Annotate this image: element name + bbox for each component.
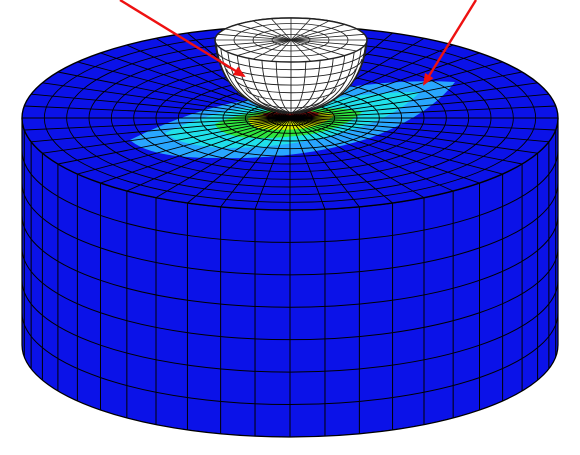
side-mesh-ring <box>22 215 558 308</box>
top-mesh-spoke <box>24 105 291 119</box>
top-mesh-spoke <box>289 117 556 131</box>
left-arrow <box>119 0 246 78</box>
top-mesh-spoke <box>289 117 523 165</box>
spherical-indenter <box>214 17 368 114</box>
dome-mesh-latitude <box>245 87 337 101</box>
top-mesh-spoke <box>31 93 291 119</box>
annotation-arrows <box>119 0 478 86</box>
top-mesh-spoke <box>220 117 291 208</box>
top-mesh-spoke <box>289 117 503 175</box>
top-mesh-spoke <box>77 61 291 119</box>
top-mesh-spoke <box>289 117 326 210</box>
side-mesh-ring <box>22 150 558 243</box>
top-mesh-spoke <box>57 71 291 119</box>
top-mesh-spoke <box>100 117 291 184</box>
top-mesh-spoke <box>254 117 291 210</box>
top-mesh-spoke <box>289 117 549 143</box>
top-mesh-spoke <box>126 117 291 192</box>
top-mesh-spoke <box>100 52 291 119</box>
cap-mesh-ring <box>271 34 311 46</box>
top-mesh-spoke <box>289 52 480 119</box>
side-mesh-ring <box>22 247 558 341</box>
top-mesh-spoke <box>289 117 480 184</box>
side-mesh-ring <box>22 312 558 406</box>
dome-mesh-meridian <box>290 61 307 113</box>
dome-mesh-latitude <box>234 78 348 94</box>
cap-mesh-ring <box>252 28 330 52</box>
top-mesh-spoke <box>289 117 454 192</box>
top-mesh-spoke <box>42 82 291 119</box>
top-mesh-spoke <box>289 117 393 204</box>
top-mesh-spoke <box>289 82 538 119</box>
top-mesh-spoke <box>289 71 523 119</box>
cylinder-side-mesh <box>22 118 558 437</box>
cap-mesh-ring <box>233 23 349 57</box>
dome-mesh-meridian <box>290 55 346 113</box>
top-mesh-spoke <box>31 117 291 143</box>
dome-mesh-latitude <box>257 97 325 109</box>
indenter-dome-mesh <box>215 39 367 113</box>
indenter-cap-mesh <box>215 18 367 62</box>
dome-mesh-latitude <box>215 49 367 71</box>
top-mesh-spoke <box>289 93 549 119</box>
cylinder-top <box>21 25 559 211</box>
top-mesh-spoke <box>289 61 503 119</box>
top-mesh-spoke <box>24 117 291 131</box>
dome-mesh-meridian <box>275 61 292 113</box>
top-mesh-spoke <box>289 105 556 119</box>
top-mesh-spoke <box>77 117 291 175</box>
top-mesh-spoke <box>289 117 360 208</box>
side-mesh-ring <box>22 280 558 373</box>
side-mesh-ring <box>22 182 558 276</box>
right-arrow <box>422 0 478 86</box>
top-mesh-spoke <box>57 117 291 165</box>
top-mesh-spoke <box>155 117 291 199</box>
top-mesh-spoke <box>289 117 538 154</box>
top-mesh-spoke <box>289 117 425 199</box>
top-mesh-spoke <box>42 117 291 154</box>
dome-mesh-meridian <box>290 58 334 113</box>
side-mesh-ring <box>22 344 558 437</box>
top-mesh-spoke <box>187 117 291 204</box>
